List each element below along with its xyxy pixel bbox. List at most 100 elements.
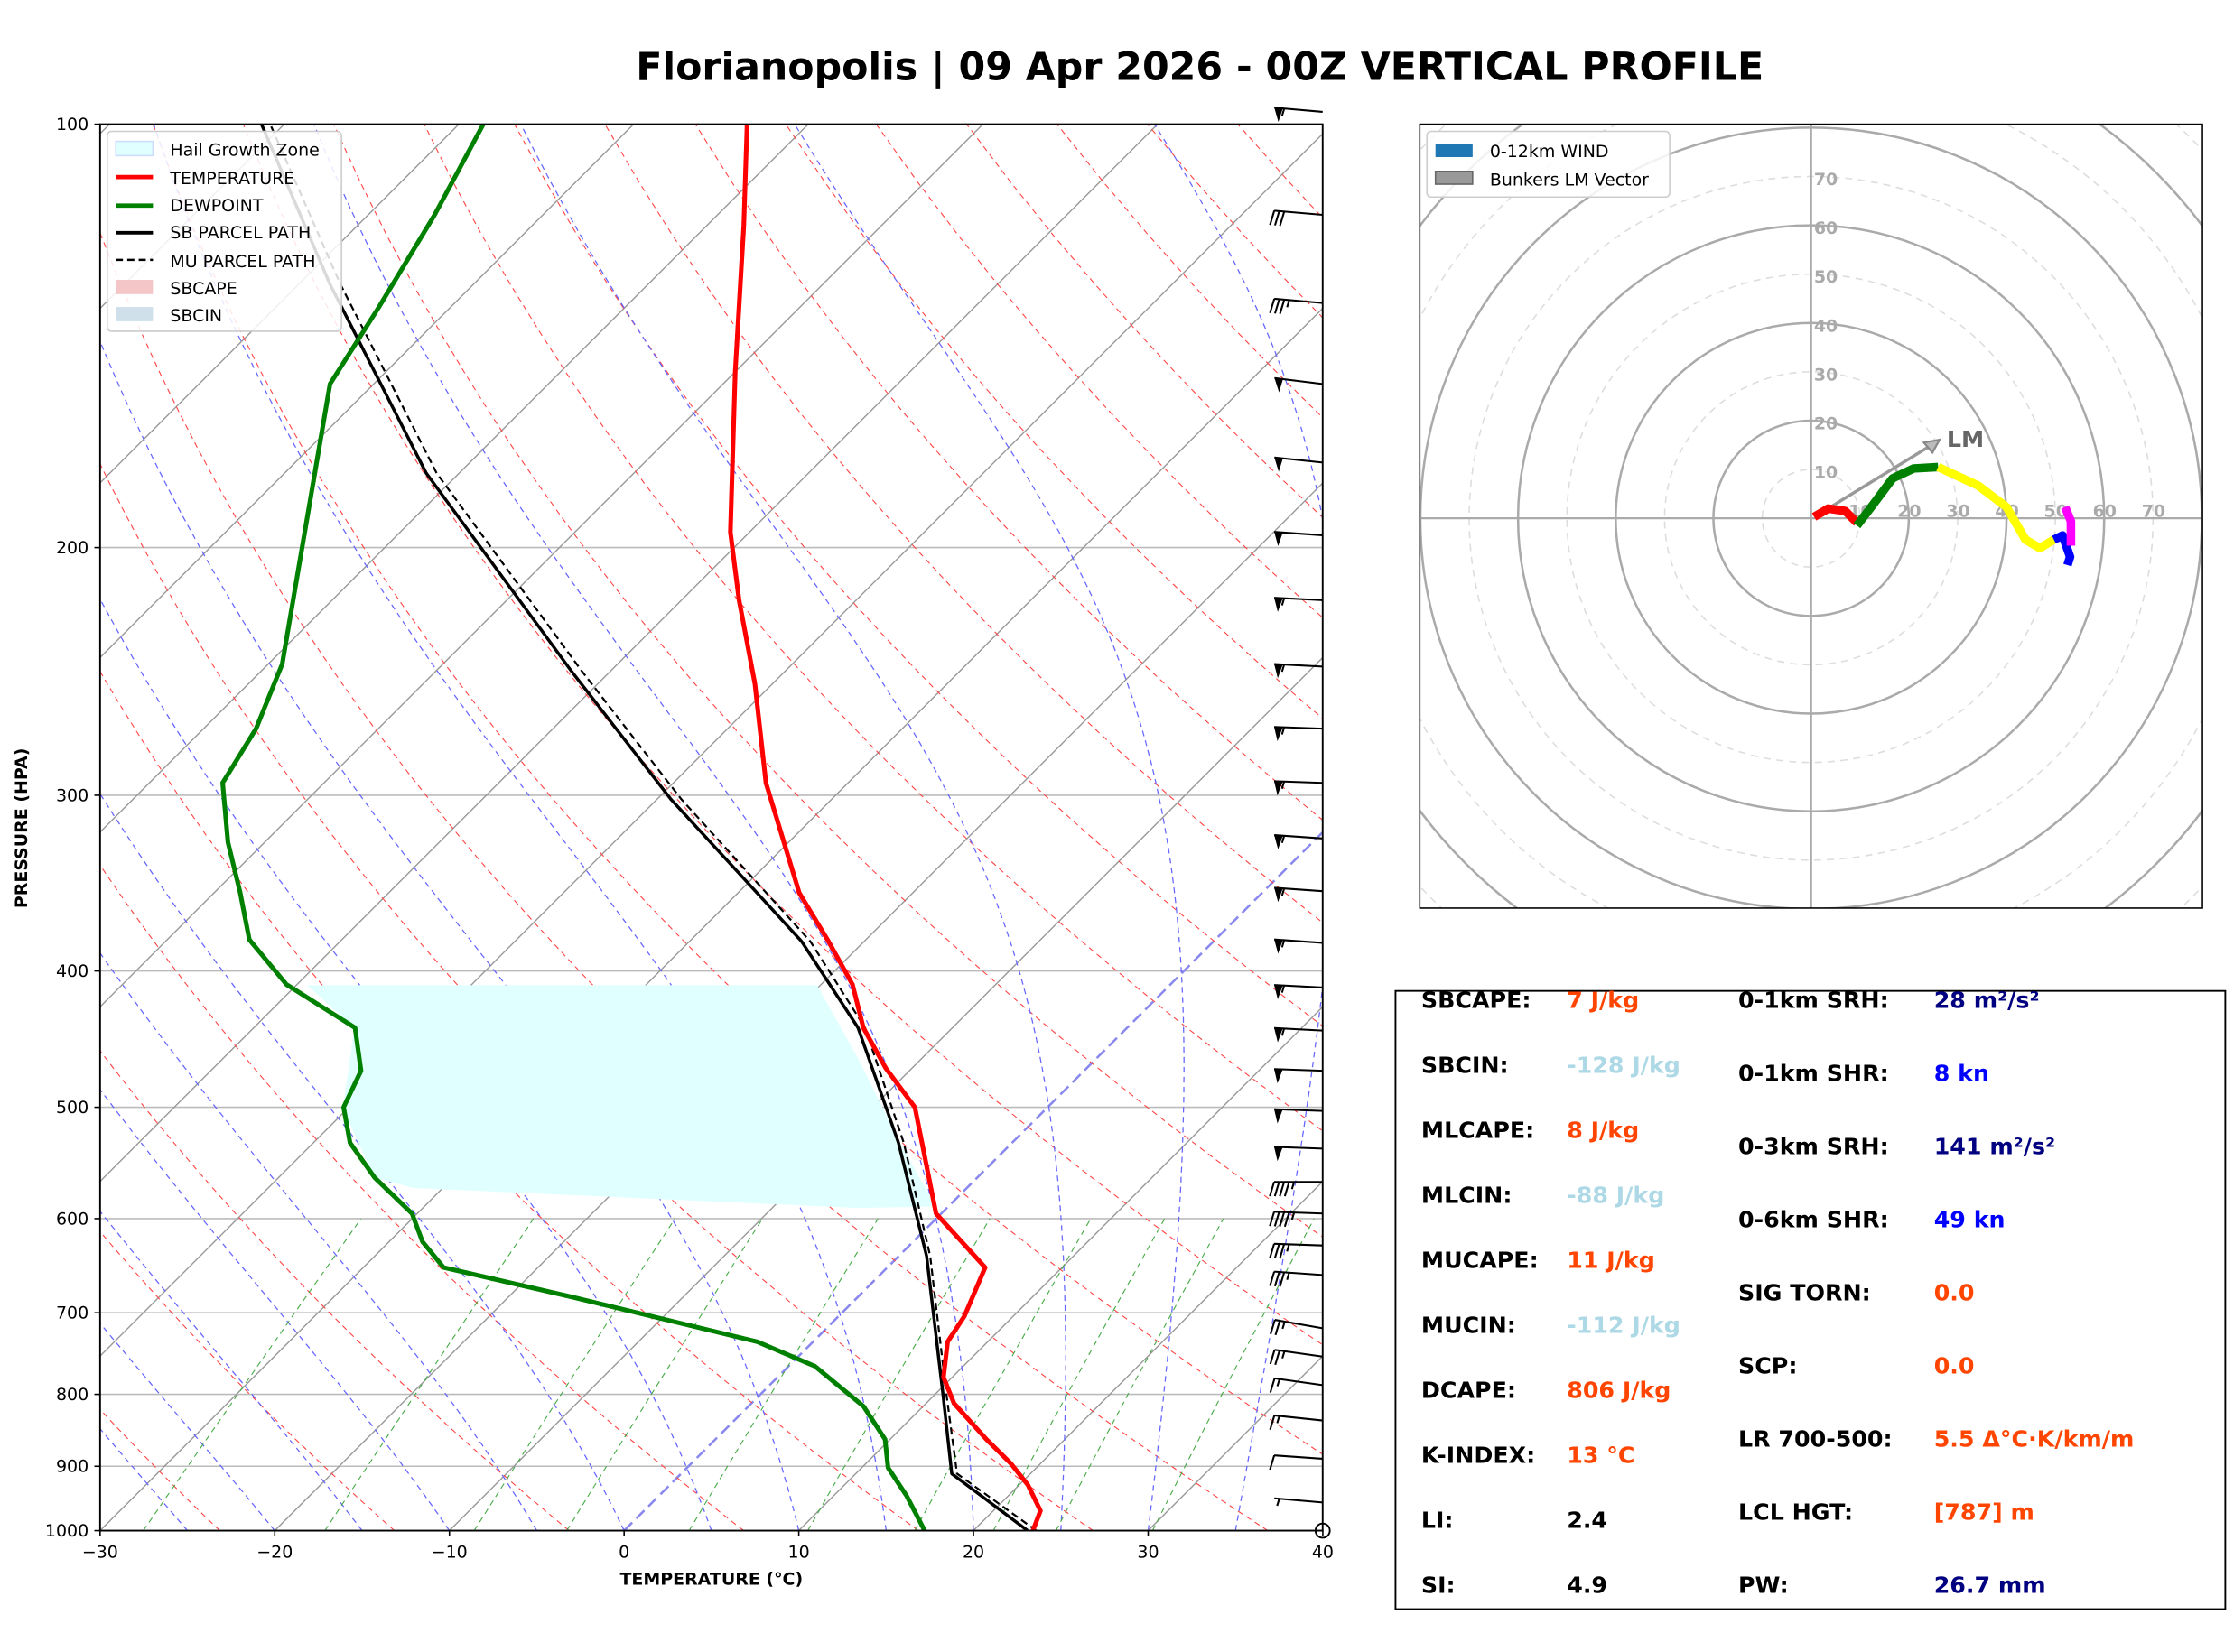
barb-staff <box>1274 1414 1323 1422</box>
stat-value: 806 J/kg <box>1567 1377 1671 1403</box>
barb-flag <box>1274 835 1283 849</box>
legend-label: SBCAPE <box>170 279 237 299</box>
stat-value: 7 J/kg <box>1567 988 1639 1014</box>
barb-staff <box>1273 1242 1323 1247</box>
hodograph-ring <box>1225 0 2234 1104</box>
barb-flag <box>1274 664 1283 679</box>
barb-half <box>1280 781 1286 789</box>
barb-flag <box>1274 532 1283 546</box>
barb-full <box>1279 1211 1286 1227</box>
barb-flag <box>1274 1069 1283 1084</box>
wind-barb <box>1269 1211 1323 1228</box>
wind-barb <box>1274 376 1323 393</box>
dry-adiabat <box>99 231 1269 1531</box>
stat-value: 11 J/kg <box>1567 1248 1655 1274</box>
stat-label: SCP: <box>1738 1353 1797 1379</box>
y-tick-label: 300 <box>56 785 88 805</box>
legend-label: 0-12km WIND <box>1490 142 1609 162</box>
lm-vector-shaft <box>1816 443 1932 517</box>
barb-flag <box>1274 781 1283 796</box>
stat-label: SI: <box>1421 1572 1456 1598</box>
ring-label: 40 <box>1814 316 1838 336</box>
dry-adiabat <box>242 124 1323 1346</box>
wind-barb <box>1274 597 1323 612</box>
stat-label: 0-1km SHR: <box>1738 1061 1889 1087</box>
barb-full <box>1269 298 1276 314</box>
isotherm <box>99 133 1323 1358</box>
barb-half <box>1280 887 1286 896</box>
skewt-background-lines <box>99 124 1323 1531</box>
stat-label: 0-6km SHR: <box>1738 1207 1889 1233</box>
barb-full <box>1273 210 1280 226</box>
stat-value: 28 m²/s² <box>1934 988 2040 1014</box>
stat-label: MLCAPE: <box>1421 1118 1534 1144</box>
hodograph-frame <box>1419 123 2203 909</box>
wind-barb <box>1269 1242 1323 1259</box>
skewt-frame <box>98 123 1324 1532</box>
mixing-ratio-line <box>992 1218 1166 1531</box>
dry-adiabat <box>152 124 1323 1455</box>
ring-label: 60 <box>2093 502 2117 522</box>
dry-adiabat <box>514 124 1323 1027</box>
barb-full <box>1279 211 1286 227</box>
wind-barb <box>1274 107 1323 123</box>
stat-label: LI: <box>1421 1507 1454 1533</box>
moist-adiabat <box>153 124 888 1531</box>
stat-value: 0.0 <box>1934 1280 1975 1306</box>
barb-full <box>1269 1243 1276 1258</box>
barb-half <box>1290 1211 1296 1220</box>
barb-half <box>1286 1272 1290 1280</box>
stat-label: MLCIN: <box>1421 1183 1513 1209</box>
isotherm <box>798 1006 1323 1531</box>
stat-value: 13 °C <box>1567 1442 1634 1468</box>
legend-swatch-hgz <box>115 140 154 157</box>
barb-flag <box>1274 1109 1283 1124</box>
barb-flag <box>1274 727 1283 742</box>
barb-flag <box>1274 107 1283 123</box>
barb-half <box>1280 835 1286 844</box>
barb-half <box>1290 1181 1296 1190</box>
barb-full <box>1269 1415 1276 1431</box>
stat-label: DCAPE: <box>1421 1377 1516 1403</box>
moist-adiabat <box>99 1210 363 1531</box>
wind-barb <box>1269 1349 1323 1366</box>
stat-value: 8 J/kg <box>1567 1118 1639 1144</box>
mixing-ratio-line <box>1151 1218 1315 1531</box>
stat-value: 8 kn <box>1934 1061 1989 1087</box>
stat-value: -88 J/kg <box>1567 1183 1664 1209</box>
dry-adiabat <box>99 1050 570 1531</box>
wind-barb <box>1269 1270 1323 1287</box>
temperature-line <box>728 124 1043 1531</box>
barb-staff <box>1273 1146 1323 1150</box>
stat-value: 49 kn <box>1934 1207 2006 1233</box>
ring-label: 30 <box>1814 365 1838 385</box>
wind-barb <box>1269 1181 1323 1197</box>
stat-value: -128 J/kg <box>1567 1053 1680 1079</box>
moist-adiabat <box>794 124 1185 1531</box>
legend-label: Hail Growth Zone <box>170 140 319 160</box>
y-tick-label: 900 <box>56 1457 88 1477</box>
mixing-ratio-line <box>914 1218 1092 1531</box>
barb-half <box>1280 985 1286 993</box>
dry-adiabat <box>333 124 1323 1238</box>
hodograph-segment <box>1853 462 1939 529</box>
legend-label: SB PARCEL PATH <box>170 223 311 243</box>
hail-growth-zone-fill <box>307 985 936 1209</box>
moist-adiabat <box>99 793 625 1531</box>
hail-growth-zone <box>307 985 936 1209</box>
barb-half <box>1286 300 1290 308</box>
moist-adiabat <box>99 1322 275 1531</box>
wind-barb <box>1274 531 1323 546</box>
moist-adiabat <box>1154 124 1323 1531</box>
x-axis-label: TEMPERATURE (°C) <box>619 1570 803 1590</box>
stat-label: SBCAPE: <box>1421 988 1531 1014</box>
barb-staff <box>1274 531 1323 536</box>
wind-barb <box>1274 886 1323 903</box>
barb-full <box>1269 1454 1276 1471</box>
y-tick-label: 600 <box>56 1209 88 1229</box>
barb-staff <box>1273 1068 1323 1072</box>
barb-full <box>1279 299 1286 315</box>
barb-full <box>1273 299 1280 314</box>
barb-full <box>1269 1349 1276 1365</box>
